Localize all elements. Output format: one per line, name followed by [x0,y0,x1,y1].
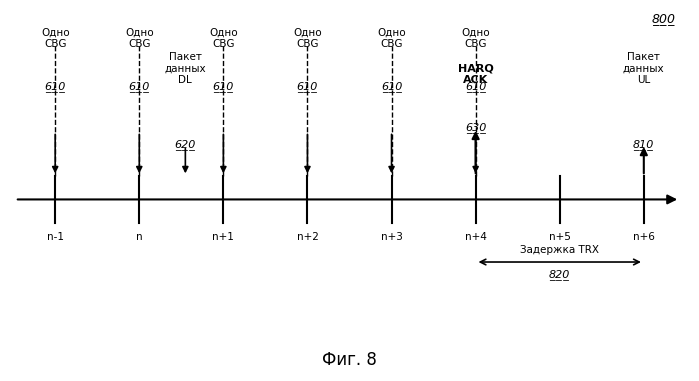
Text: Одно
CBG: Одно CBG [461,28,490,49]
Text: 6̲1̲0̲: 6̲1̲0̲ [212,82,234,92]
Text: n+2: n+2 [296,232,318,242]
Text: n+6: n+6 [633,232,655,242]
Text: 8̲1̲0̲: 8̲1̲0̲ [633,139,654,150]
Text: n+1: n+1 [212,232,234,242]
Text: Одно
CBG: Одно CBG [41,28,69,49]
Text: Одно
CBG: Одно CBG [125,28,154,49]
Text: 6̲1̲0̲: 6̲1̲0̲ [45,82,66,92]
Text: Одно
CBG: Одно CBG [293,28,322,49]
Text: Одно
CBG: Одно CBG [377,28,406,49]
Text: 6̲1̲0̲: 6̲1̲0̲ [129,82,150,92]
Text: Пакет
данных
DL: Пакет данных DL [164,52,206,85]
Text: Задержка TRX: Задержка TRX [520,245,599,255]
Text: Пакет
данных
UL: Пакет данных UL [623,52,665,85]
Text: n+4: n+4 [465,232,487,242]
Text: 8̲0̲0̲: 8̲0̲0̲ [652,12,676,25]
Text: 6̲1̲0̲: 6̲1̲0̲ [381,82,402,92]
Text: 6̲3̲0̲: 6̲3̲0̲ [465,123,487,133]
Text: n: n [136,232,143,242]
Text: 6̲2̲0̲: 6̲2̲0̲ [175,139,196,150]
Text: HARQ
ACK: HARQ ACK [458,63,493,85]
Text: 6̲1̲0̲: 6̲1̲0̲ [465,82,487,92]
Text: 6̲1̲0̲: 6̲1̲0̲ [297,82,318,92]
Text: Фиг. 8: Фиг. 8 [322,351,377,369]
Text: n+5: n+5 [549,232,570,242]
Text: n-1: n-1 [47,232,64,242]
Text: n+3: n+3 [381,232,403,242]
Text: Одно
CBG: Одно CBG [209,28,238,49]
Text: 8̲2̲0̲: 8̲2̲0̲ [549,269,570,280]
